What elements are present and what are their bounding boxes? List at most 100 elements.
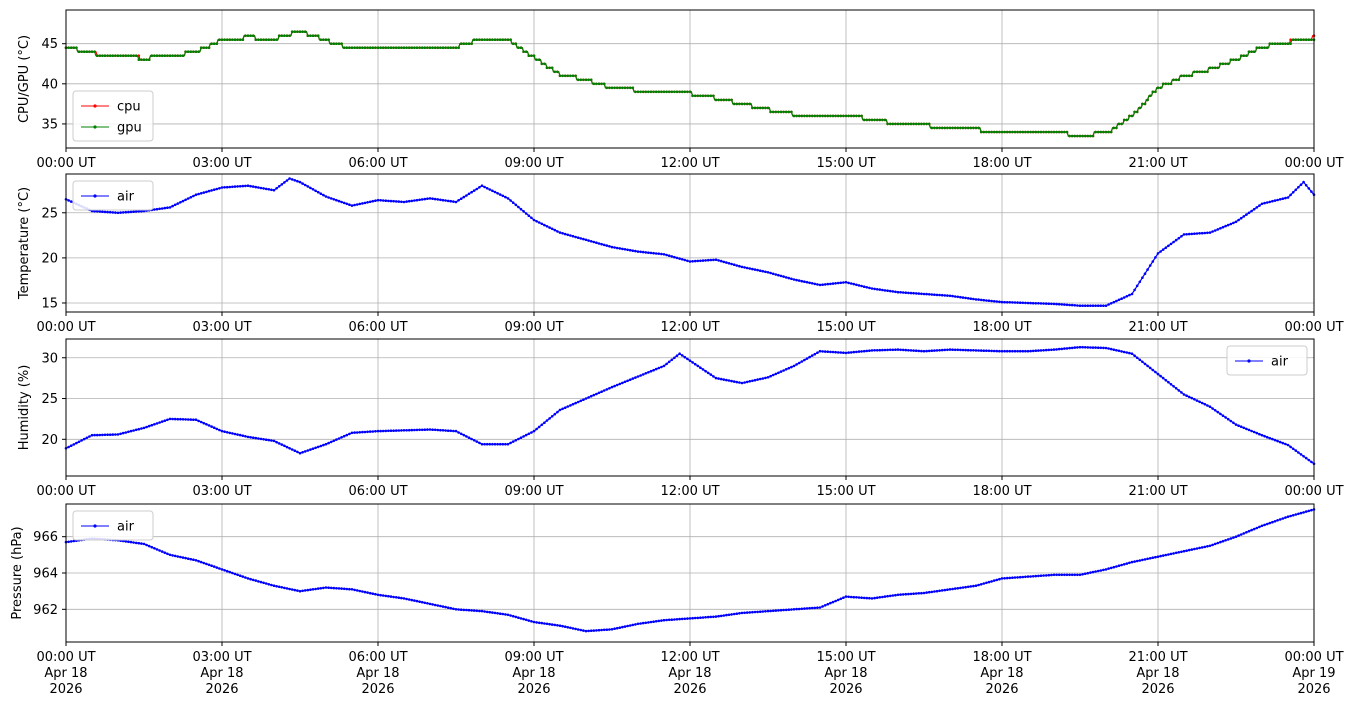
data-point-air <box>805 357 809 360</box>
data-point-air <box>121 211 125 214</box>
data-point-gpu <box>797 114 801 118</box>
data-point-air <box>1190 396 1194 400</box>
data-point-air <box>436 604 440 607</box>
data-point-air <box>363 201 367 205</box>
data-point-air <box>1143 558 1147 561</box>
data-point-air <box>519 617 523 620</box>
data-point-gpu <box>933 126 936 130</box>
data-point-air <box>439 428 442 432</box>
data-point-air <box>829 350 832 354</box>
data-point-gpu <box>1050 130 1053 134</box>
data-point-gpu <box>1091 134 1095 138</box>
data-point-gpu <box>366 46 369 49</box>
data-point-gpu <box>1304 38 1308 41</box>
data-point-gpu <box>805 114 809 118</box>
data-point-air <box>1286 515 1290 518</box>
data-point-air <box>995 578 999 582</box>
data-point-air <box>1216 410 1220 414</box>
data-point-air <box>686 259 689 263</box>
data-point-air <box>1076 304 1079 307</box>
data-point-air <box>946 294 949 297</box>
data-point-air <box>189 557 193 561</box>
data-point-air <box>964 348 967 352</box>
data-point-air <box>433 197 437 201</box>
data-point-gpu <box>979 130 983 134</box>
data-point-air <box>379 593 382 597</box>
x-tick-label: 03:00 UT <box>192 650 251 665</box>
data-point-air <box>119 211 122 214</box>
data-point-gpu <box>532 54 536 57</box>
data-point-air <box>1174 238 1178 242</box>
data-point-air <box>1167 553 1170 556</box>
data-point-air <box>454 608 458 611</box>
data-point-air <box>982 298 986 302</box>
data-point-air <box>1268 200 1272 204</box>
data-point-air <box>693 362 697 366</box>
data-point-air <box>228 570 232 574</box>
data-point-air <box>712 375 715 378</box>
data-point-air <box>553 228 557 232</box>
data-point-air <box>961 296 965 299</box>
x-date-label: Apr 18 <box>1136 666 1179 681</box>
data-point-air <box>1229 419 1233 423</box>
data-point-air <box>1250 209 1253 213</box>
data-point-air <box>990 580 993 583</box>
data-point-air <box>571 234 575 238</box>
y-tick-label: 20 <box>41 251 58 266</box>
data-point-air <box>1310 508 1313 512</box>
data-point-air <box>935 349 939 352</box>
data-point-gpu <box>644 90 648 94</box>
data-point-gpu <box>415 46 419 49</box>
data-point-air <box>1185 549 1188 552</box>
data-point-air <box>483 610 486 613</box>
data-point-air <box>654 367 658 371</box>
data-point-air <box>251 578 255 582</box>
data-point-gpu <box>67 46 70 49</box>
data-point-air <box>800 279 804 283</box>
data-point-air <box>912 592 915 595</box>
data-point-gpu <box>961 126 965 130</box>
data-point-gpu <box>501 38 505 41</box>
data-point-air <box>862 285 866 289</box>
data-point-air <box>930 349 934 353</box>
data-point-gpu <box>870 118 874 122</box>
data-point-air <box>574 235 577 239</box>
data-point-air <box>990 349 993 353</box>
data-point-air <box>1057 347 1061 351</box>
data-point-gpu <box>764 106 767 110</box>
data-point-air <box>121 431 125 435</box>
data-point-air <box>665 253 668 257</box>
data-point-air <box>475 440 479 443</box>
data-point-gpu <box>948 126 952 130</box>
data-point-air <box>428 197 432 200</box>
data-point-air <box>1260 202 1264 206</box>
data-point-air <box>998 300 1001 304</box>
data-point-air <box>1143 272 1147 276</box>
data-point-air <box>270 188 273 192</box>
data-point-air <box>821 283 824 287</box>
data-point-air <box>634 376 637 379</box>
x-tick-label: 15:00 UT <box>816 156 875 171</box>
data-point-air <box>483 442 486 446</box>
data-point-air <box>264 187 268 191</box>
x-year-label: 2026 <box>1141 682 1174 697</box>
data-point-gpu <box>1122 118 1126 122</box>
data-point-air <box>1286 443 1290 447</box>
data-point-air <box>238 185 242 188</box>
data-point-air <box>574 401 577 405</box>
data-point-air <box>140 209 143 213</box>
data-point-air <box>189 418 193 421</box>
data-point-air <box>332 439 336 443</box>
data-point-air <box>699 366 702 370</box>
data-point-air <box>595 241 598 244</box>
data-point-air <box>1190 232 1194 236</box>
data-point-air <box>155 422 159 425</box>
data-point-air <box>111 433 115 436</box>
data-point-gpu <box>868 118 871 122</box>
data-point-air <box>1221 414 1225 418</box>
data-point-gpu <box>600 82 603 86</box>
data-point-air <box>405 597 408 601</box>
data-point-gpu <box>319 38 323 41</box>
data-point-gpu <box>836 114 840 118</box>
